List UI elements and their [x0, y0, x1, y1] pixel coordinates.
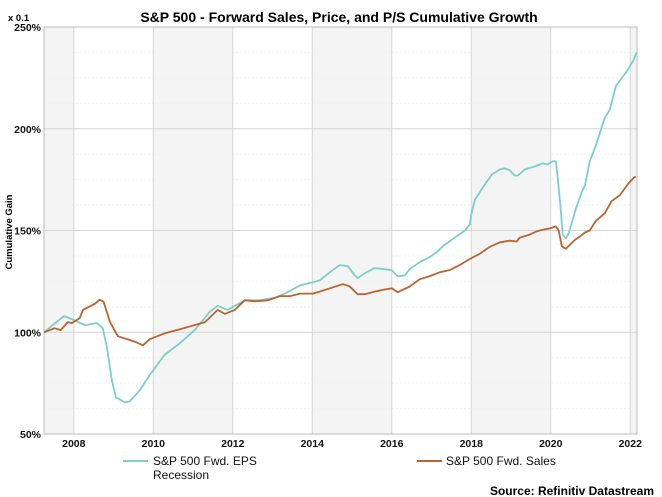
plot-frame [43, 26, 638, 435]
series-line-sales [43, 175, 637, 347]
y-tick-label: 200% [14, 124, 42, 136]
x-tick-label: 2010 [142, 438, 166, 450]
legend: S&P 500 Fwd. EPS Recession S&P 500 Fwd. … [123, 454, 556, 482]
series-line-eps [43, 52, 638, 404]
x-tick-label: 2012 [221, 438, 245, 450]
x-tick-labels: 2008 2010 2012 2014 2016 2018 2020 2022 [62, 438, 642, 450]
y-tick-label: 150% [14, 226, 42, 238]
y-axis-label: Cumulative Gain [4, 194, 15, 269]
x-tick-label: 2020 [539, 438, 563, 450]
x-tick-label: 2016 [380, 438, 404, 450]
y-tick-label: 250% [14, 22, 42, 34]
legend-item-sales[interactable]: S&P 500 Fwd. Sales [417, 454, 556, 468]
series-lines [43, 52, 638, 404]
y-tick-label: 100% [14, 327, 42, 339]
legend-label-recession: Recession [153, 468, 209, 482]
chart-title: S&P 500 - Forward Sales, Price, and P/S … [140, 9, 537, 25]
x-tick-label: 2014 [301, 438, 325, 450]
legend-item-recession[interactable]: Recession [153, 468, 209, 482]
y-scale-note: x 0.1 [8, 13, 30, 24]
x-tick-label: 2018 [460, 438, 484, 450]
y-tick-label: 50% [20, 429, 42, 441]
y-tick-labels: 50% 100% 150% 200% 250% [14, 22, 42, 441]
source-note: Source: Refinitiv Datastream [490, 484, 654, 497]
legend-label-eps: S&P 500 Fwd. EPS [153, 454, 257, 468]
legend-item-eps[interactable]: S&P 500 Fwd. EPS [123, 454, 257, 468]
legend-label-sales: S&P 500 Fwd. Sales [446, 454, 556, 468]
x-tick-label: 2008 [62, 438, 86, 450]
x-tick-label: 2022 [619, 438, 643, 450]
